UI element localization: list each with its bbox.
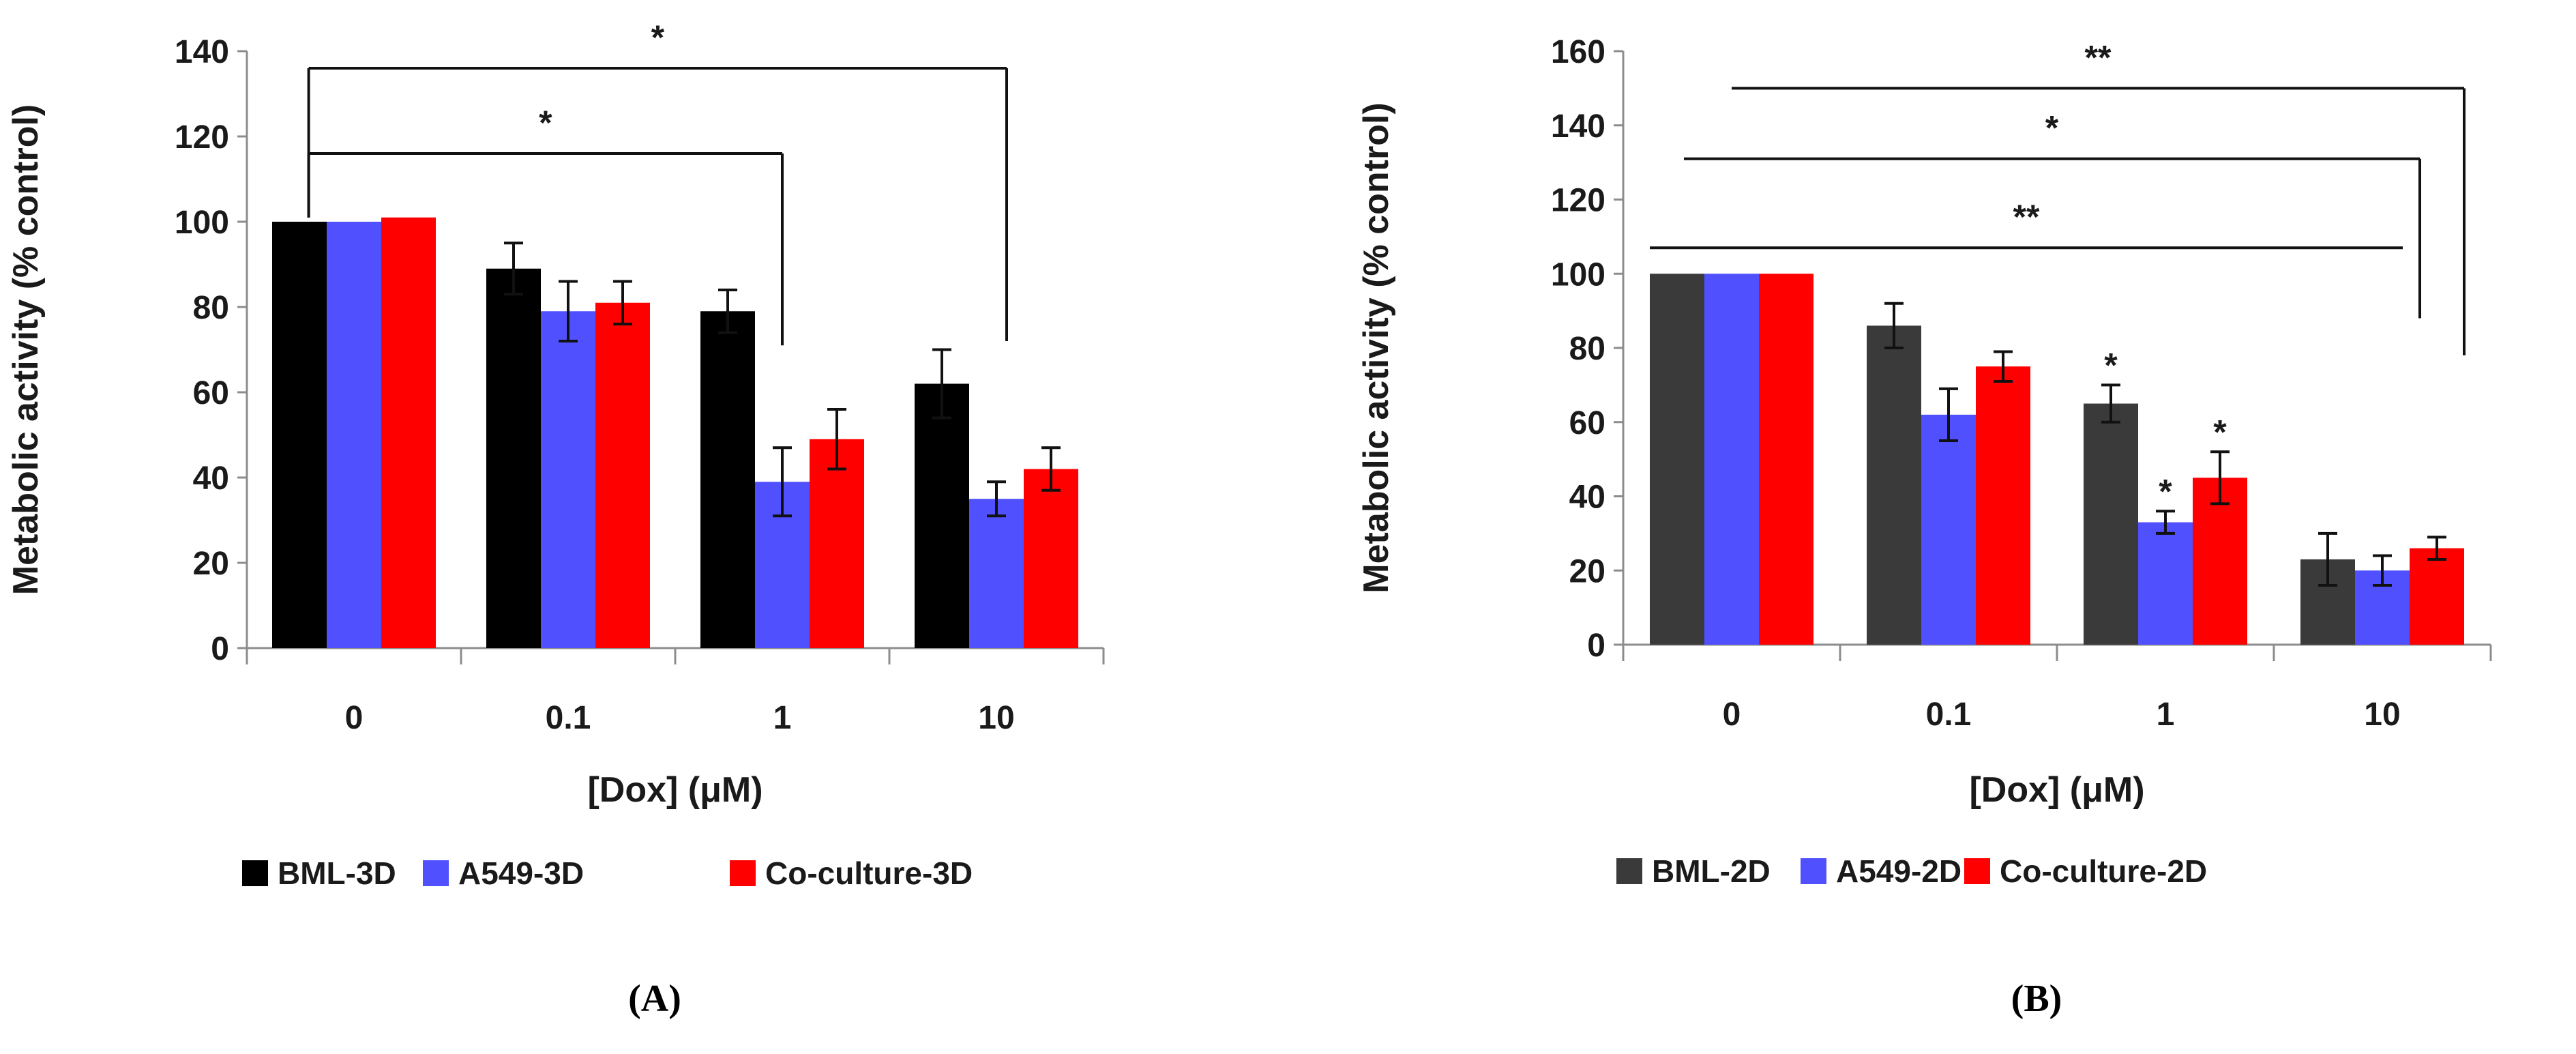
bar (2410, 548, 2464, 645)
bar (595, 302, 650, 648)
bar (1921, 414, 1976, 645)
bar (1759, 274, 1813, 645)
bar (1704, 274, 1759, 645)
legend-swatch (1964, 858, 1990, 884)
legend-label: A549-3D (458, 855, 584, 891)
y-tick-label: 120 (175, 119, 229, 156)
y-tick-label: 60 (193, 375, 229, 411)
y-axis-label: Metabolic activity (% control) (6, 104, 46, 595)
legend-swatch (730, 860, 756, 886)
x-tick-label: 0.1 (546, 700, 591, 736)
y-tick-label: 40 (193, 460, 229, 497)
y-tick-label: 160 (1551, 34, 1605, 70)
legend-swatch (423, 860, 449, 886)
bar (810, 439, 864, 648)
significance-star: * (2045, 109, 2059, 147)
bar (2084, 403, 2138, 645)
x-tick-label: 0.1 (1926, 697, 1972, 733)
y-tick-label: 100 (1551, 257, 1605, 293)
legend-swatch (1616, 858, 1642, 884)
legend-label: A549-2D (1836, 853, 1961, 889)
y-tick-label: 140 (1551, 108, 1605, 145)
y-tick-label: 20 (193, 546, 229, 582)
bar (272, 222, 327, 648)
x-tick-label: 1 (2157, 697, 2175, 733)
bar (1867, 325, 1921, 645)
point-significance-star: * (2104, 346, 2118, 384)
point-significance-star: * (2159, 472, 2172, 510)
bar (1976, 366, 2030, 645)
significance-star: ** (2013, 198, 2040, 236)
panel-label: (B) (2011, 978, 2062, 1020)
legend-swatch (1801, 858, 1826, 884)
bar (381, 217, 436, 648)
y-tick-label: 80 (193, 290, 229, 326)
x-axis-label: [Dox] (μM) (1969, 770, 2144, 810)
bar (486, 268, 541, 648)
y-tick-label: 0 (1587, 628, 1605, 664)
y-axis-label: Metabolic activity (% control) (1357, 102, 1396, 593)
x-tick-label: 10 (978, 700, 1014, 736)
x-tick-label: 0 (345, 700, 364, 736)
significance-star: * (651, 18, 665, 57)
y-tick-label: 120 (1551, 183, 1605, 219)
bar (541, 311, 595, 648)
legend-label: Co-culture-2D (2000, 853, 2207, 889)
y-tick-label: 40 (1569, 480, 1605, 516)
legend-swatch (242, 860, 268, 886)
legend-label: Co-culture-3D (765, 855, 973, 891)
bar (969, 499, 1024, 648)
legend-label: BML-3D (278, 855, 396, 891)
bar (1024, 469, 1078, 648)
y-tick-label: 20 (1569, 553, 1605, 589)
bar (700, 311, 755, 648)
x-tick-label: 1 (773, 700, 792, 736)
chart-panel-a: 0 20 40 60 80 100 120 140 0 0.1 1 10 * * [Dox] (μM) Met… (6, 18, 1105, 1020)
bar (327, 222, 381, 648)
panel-label: (A) (628, 978, 681, 1020)
bar (2138, 522, 2193, 645)
y-tick-label: 140 (175, 34, 229, 70)
y-tick-label: 0 (211, 631, 229, 667)
point-significance-star: * (2213, 413, 2227, 451)
x-axis-label: [Dox] (μM) (587, 770, 763, 810)
bar (1650, 274, 1704, 645)
bar (2193, 478, 2247, 645)
y-tick-label: 80 (1569, 331, 1605, 367)
y-tick-label: 60 (1569, 405, 1605, 441)
significance-star: * (539, 104, 552, 142)
y-tick-label: 100 (175, 205, 229, 241)
x-tick-label: 0 (1723, 697, 1741, 733)
legend-label: BML-2D (1652, 853, 1771, 889)
bar (915, 383, 969, 648)
x-tick-label: 10 (2364, 697, 2400, 733)
significance-star: ** (2085, 38, 2112, 76)
